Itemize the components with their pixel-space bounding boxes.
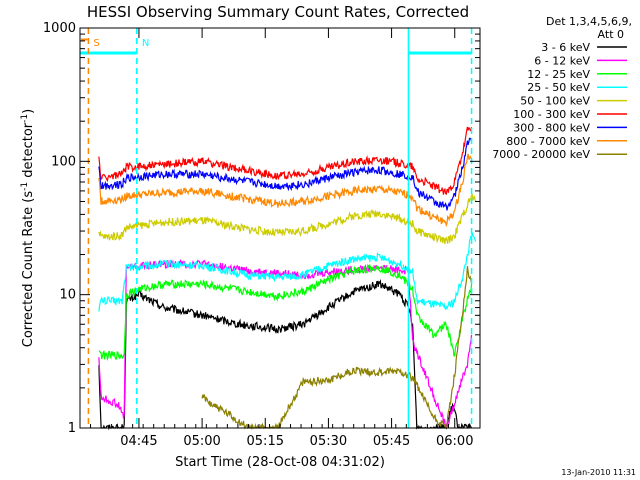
legend-label: 7000 - 20000 keV <box>492 148 590 161</box>
legend-header: Att 0 <box>598 28 624 41</box>
annotation-label: N <box>142 38 149 49</box>
series-line <box>98 278 473 431</box>
plot-frame <box>79 27 481 429</box>
x-tick-label: 05:30 <box>310 434 347 449</box>
legend-label: 800 - 7000 keV <box>506 135 590 148</box>
y-tick-label: 1000 <box>43 21 76 36</box>
x-tick-label: 04:45 <box>120 434 157 449</box>
y-axis: 1 10 100 1000 <box>43 21 480 436</box>
legend-label: 300 - 800 keV <box>513 121 590 134</box>
legend-header: Det 1,3,4,5,6,9, <box>546 15 632 28</box>
legend-label: 3 - 6 keV <box>541 41 590 54</box>
footer-date: 13-Jan-2010 11:31 <box>561 468 636 477</box>
series-line <box>98 232 477 312</box>
series-line <box>98 193 477 245</box>
x-tick-label: 06:00 <box>436 434 473 449</box>
x-axis-label: Start Time (28-Oct-08 04:31:02) <box>175 455 385 470</box>
x-tick-label: 05:15 <box>247 434 284 449</box>
annotation-label: S <box>93 38 99 49</box>
y-tick-label: 100 <box>51 154 76 169</box>
legend-label: 50 - 100 keV <box>520 95 590 108</box>
series-line <box>201 266 473 431</box>
series-line <box>98 137 473 211</box>
series-line <box>98 153 472 228</box>
series-line <box>98 258 473 429</box>
y-axis-label: Corrected Count Rate (s-1 detector-1) <box>20 109 36 347</box>
series-layer <box>98 126 477 431</box>
y-tick-label: 1 <box>68 421 76 436</box>
legend-label: 100 - 300 keV <box>513 108 590 121</box>
x-tick-label: 05:45 <box>373 434 410 449</box>
x-tick-label: 05:00 <box>183 434 220 449</box>
legend-label: 12 - 25 keV <box>527 68 590 81</box>
series-line <box>98 263 473 362</box>
legend-label: 25 - 50 keV <box>527 81 590 94</box>
x-axis: 04:45 05:00 05:15 05:30 05:45 06:00 <box>79 28 481 449</box>
y-tick-label: 10 <box>59 288 76 303</box>
series-line <box>98 126 473 196</box>
legend-label: 6 - 12 keV <box>534 54 590 67</box>
chart-title: HESSI Observing Summary Count Rates, Cor… <box>87 3 469 21</box>
